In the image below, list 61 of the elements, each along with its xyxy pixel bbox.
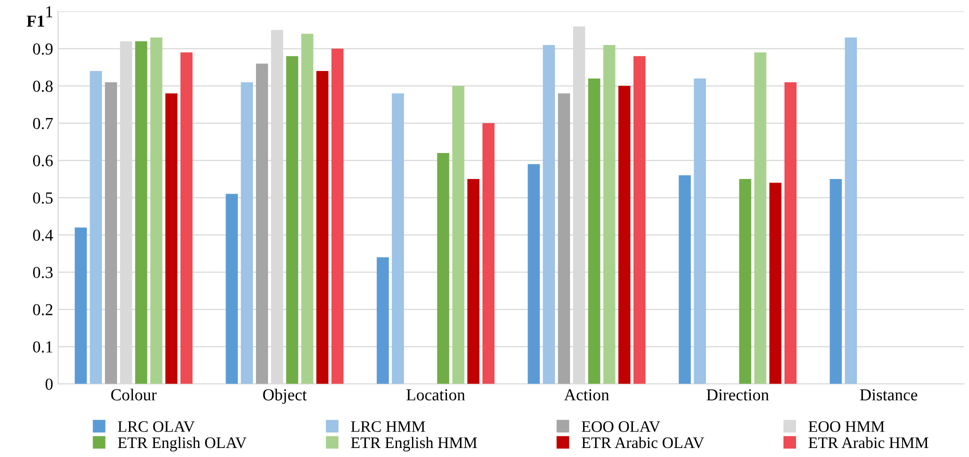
bar: [150, 37, 162, 384]
bar: [542, 44, 555, 384]
bar: [437, 152, 450, 384]
y-tick-label: 0.6: [33, 155, 53, 166]
bar: [528, 164, 540, 384]
x-tick-label: Object: [263, 388, 307, 404]
bar: [180, 52, 193, 384]
legend-label: ETR Arabic OLAV: [582, 436, 704, 448]
bar: [739, 179, 752, 384]
bar: [286, 56, 298, 384]
bar: [694, 78, 706, 384]
bar: [316, 71, 328, 384]
bar: [830, 179, 842, 384]
y-tick-label: 0.8: [33, 80, 53, 92]
bar: [376, 257, 389, 384]
y-tick-label: 0.7: [33, 118, 53, 130]
legend-label: EOO HMM: [808, 421, 884, 432]
x-tick-label: Direction: [706, 389, 769, 400]
x-tick-label: Colour: [111, 388, 157, 400]
bar: [633, 56, 646, 384]
legend-label: EOO OLAV: [582, 421, 660, 432]
bar: [240, 82, 253, 384]
bar: [769, 182, 782, 384]
bar: [784, 82, 797, 384]
legend-label: ETR English HMM: [351, 436, 477, 452]
legend-label: ETR Arabic HMM: [808, 436, 928, 448]
y-tick-label: 0: [46, 378, 53, 390]
bar: [588, 78, 600, 384]
bar: [603, 44, 616, 384]
x-tick-label: Action: [564, 389, 610, 400]
bar: [331, 48, 344, 384]
y-tick-label: 0.5: [33, 192, 53, 204]
bar: [678, 175, 691, 384]
y-tick-label: 0.4: [33, 230, 54, 241]
y-tick-label: 1: [46, 6, 52, 18]
y-axis-title: F1: [26, 16, 44, 27]
bar: [392, 93, 404, 384]
bar: [467, 179, 480, 384]
bar: [256, 64, 268, 384]
bar: [165, 93, 178, 384]
bar: [135, 41, 148, 384]
bar: [226, 194, 238, 384]
y-tick-label: 0.2: [33, 304, 52, 316]
legend-label: LRC HMM: [351, 421, 426, 432]
bar: [452, 86, 464, 384]
x-tick-label: Location: [406, 389, 466, 400]
bar: [301, 34, 314, 384]
legend-label: LRC OLAV: [118, 421, 195, 432]
y-tick-label: 0.9: [33, 43, 53, 55]
bar: [482, 123, 495, 384]
bar: [844, 37, 857, 384]
bar: [754, 52, 766, 384]
bar: [618, 86, 630, 384]
bar: [74, 227, 87, 384]
y-tick-label: 0.3: [33, 266, 53, 278]
y-tick-label: 0.1: [33, 341, 52, 353]
legend-label: ETR English OLAV: [118, 436, 247, 452]
bar: [558, 93, 570, 384]
x-tick-label: Distance: [860, 389, 918, 400]
bar: [90, 71, 102, 384]
bar: [104, 82, 118, 384]
